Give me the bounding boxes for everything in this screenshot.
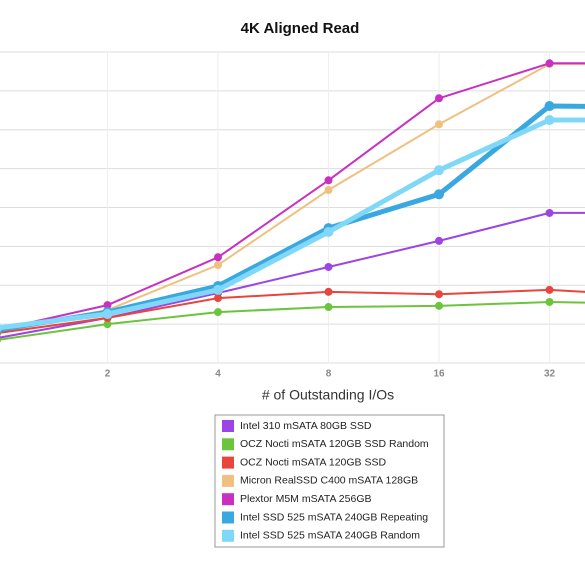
- data-point: [103, 301, 112, 310]
- data-point: [324, 303, 333, 312]
- series-line: [0, 63, 585, 331]
- data-point: [434, 189, 444, 200]
- x-tick-label: 2: [105, 369, 111, 380]
- legend-label: Intel 310 mSATA 80GB SSD: [240, 420, 372, 432]
- data-point: [544, 101, 555, 112]
- data-point: [214, 261, 222, 270]
- legend-swatch: [222, 529, 234, 542]
- plot-area: [0, 51, 585, 364]
- data-point: [0, 337, 1, 343]
- data-point: [435, 290, 443, 299]
- data-point: [544, 115, 555, 126]
- legend-swatch: [222, 456, 234, 469]
- data-point: [324, 186, 333, 195]
- data-point: [545, 297, 554, 306]
- data-point: [103, 320, 112, 329]
- series-line: [0, 62, 585, 331]
- legend-label: Plextor M5M mSATA 256GB: [240, 493, 372, 505]
- data-point: [102, 309, 113, 320]
- data-point: [545, 285, 554, 294]
- data-point: [434, 165, 444, 176]
- data-point: [545, 59, 554, 68]
- data-point: [545, 208, 554, 217]
- legend-swatch: [222, 438, 234, 451]
- data-point: [0, 324, 2, 333]
- legend-swatch: [222, 511, 234, 524]
- data-point: [214, 308, 222, 317]
- legend-label: Intel SSD 525 mSATA 240GB Repeating: [240, 511, 428, 523]
- legend-label: Intel SSD 525 mSATA 240GB Random: [240, 530, 420, 542]
- x-tick-label: 32: [544, 369, 556, 380]
- data-point: [214, 294, 222, 303]
- data-point: [435, 236, 443, 245]
- x-tick-label: 8: [326, 369, 332, 380]
- series-line: [0, 117, 585, 331]
- data-point: [435, 120, 443, 129]
- data-point: [323, 226, 334, 237]
- series-line: [0, 211, 585, 339]
- legend-swatch: [222, 493, 234, 506]
- data-point: [324, 287, 333, 296]
- x-axis-label: # of Outstanding I/Os: [262, 387, 394, 403]
- chart-title: 4K Aligned Read: [241, 20, 360, 37]
- series-line: [0, 103, 585, 333]
- data-point: [435, 94, 443, 103]
- legend-label: Micron RealSSD C400 mSATA 128GB: [240, 475, 418, 487]
- legend-box: [214, 414, 445, 548]
- data-point: [324, 176, 333, 185]
- data-point: [435, 301, 443, 310]
- data-point: [214, 253, 222, 262]
- legend-label: OCZ Nocti mSATA 120GB SSD Random: [240, 438, 429, 450]
- legend-swatch: [222, 420, 234, 432]
- legend-swatch: [222, 474, 234, 487]
- x-tick-label: 16: [433, 369, 445, 380]
- legend-label: OCZ Nocti mSATA 120GB SSD: [240, 456, 386, 468]
- data-point: [213, 284, 223, 295]
- x-tick-label: 4: [215, 369, 221, 380]
- data-point: [324, 262, 333, 271]
